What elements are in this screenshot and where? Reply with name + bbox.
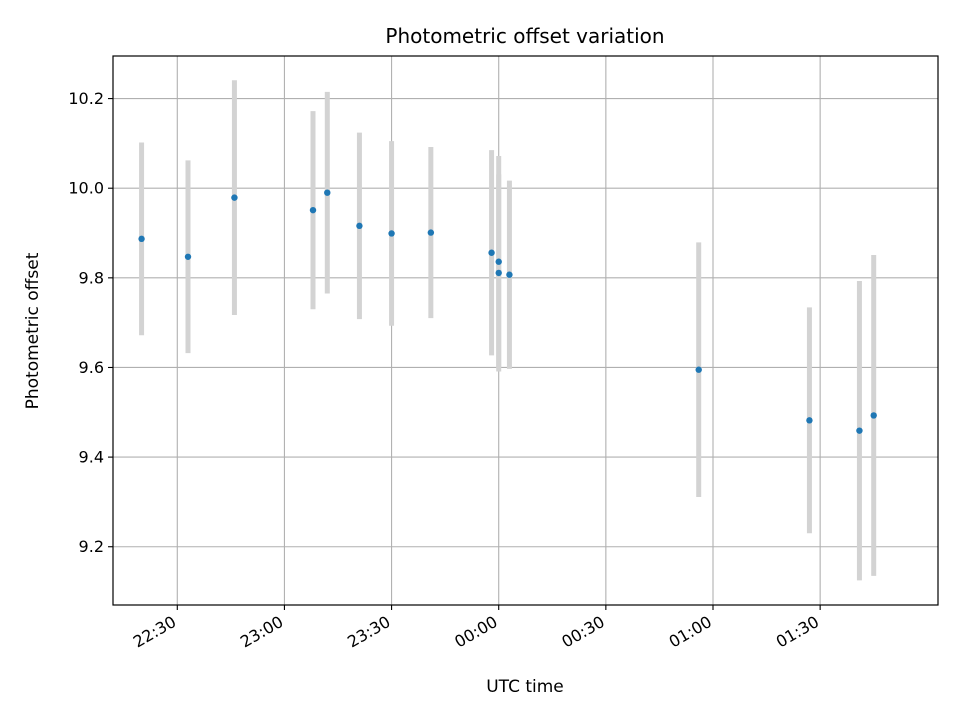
plot-frame	[112, 55, 939, 606]
data-point	[506, 271, 513, 278]
data-point	[495, 269, 502, 277]
data-point	[870, 412, 877, 419]
data-point	[356, 222, 363, 230]
data-point	[184, 253, 192, 260]
data-point	[231, 194, 238, 201]
grid	[113, 56, 938, 605]
data-point	[695, 366, 702, 373]
chart-title: Photometric offset variation	[385, 24, 664, 48]
y-tick-label: 9.8	[79, 268, 104, 287]
data-point	[806, 417, 813, 424]
data-point	[309, 206, 317, 214]
data-point	[856, 427, 863, 434]
data-point	[138, 235, 145, 243]
data-points	[138, 189, 877, 434]
data-point	[495, 258, 502, 265]
y-tick-label: 10.0	[68, 179, 104, 198]
y-tick-label: 9.2	[79, 537, 104, 556]
data-point	[324, 189, 331, 196]
y-axis-title: Photometric offset	[23, 252, 43, 409]
y-axis: 9.2 9.4 9.6 9.8 10.0 10.2	[68, 89, 113, 556]
data-point	[488, 249, 495, 256]
x-axis-title: UTC time	[486, 677, 564, 697]
data-point	[388, 230, 395, 237]
data-point	[427, 229, 435, 236]
y-tick-label: 9.4	[79, 448, 104, 467]
y-tick-label: 10.2	[68, 89, 104, 108]
y-tick-label: 9.6	[79, 358, 104, 377]
